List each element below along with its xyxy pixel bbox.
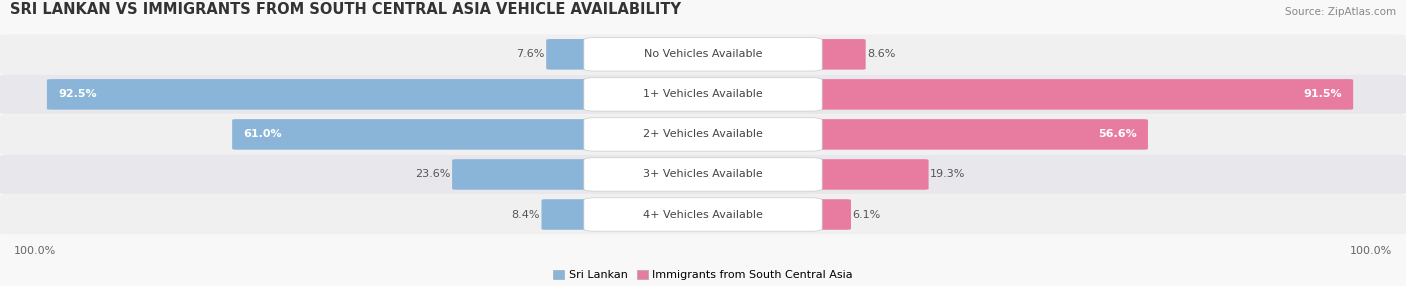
Text: 91.5%: 91.5% (1303, 90, 1341, 99)
FancyBboxPatch shape (583, 158, 823, 191)
Text: 4+ Vehicles Available: 4+ Vehicles Available (643, 210, 763, 219)
FancyBboxPatch shape (807, 39, 866, 69)
FancyBboxPatch shape (453, 159, 599, 190)
Text: 19.3%: 19.3% (929, 170, 966, 179)
Text: Source: ZipAtlas.com: Source: ZipAtlas.com (1285, 7, 1396, 17)
Text: 3+ Vehicles Available: 3+ Vehicles Available (643, 170, 763, 179)
FancyBboxPatch shape (0, 155, 1406, 194)
Text: 8.6%: 8.6% (868, 49, 896, 59)
Text: 100.0%: 100.0% (14, 246, 56, 256)
Text: 6.1%: 6.1% (852, 210, 880, 219)
Text: 8.4%: 8.4% (512, 210, 540, 219)
Text: 1+ Vehicles Available: 1+ Vehicles Available (643, 90, 763, 99)
FancyBboxPatch shape (541, 199, 599, 230)
Legend: Sri Lankan, Immigrants from South Central Asia: Sri Lankan, Immigrants from South Centra… (553, 270, 853, 281)
FancyBboxPatch shape (46, 79, 599, 110)
FancyBboxPatch shape (807, 159, 928, 190)
FancyBboxPatch shape (807, 119, 1147, 150)
Text: No Vehicles Available: No Vehicles Available (644, 49, 762, 59)
Text: SRI LANKAN VS IMMIGRANTS FROM SOUTH CENTRAL ASIA VEHICLE AVAILABILITY: SRI LANKAN VS IMMIGRANTS FROM SOUTH CENT… (10, 2, 681, 17)
FancyBboxPatch shape (0, 115, 1406, 154)
Text: 61.0%: 61.0% (243, 130, 283, 139)
FancyBboxPatch shape (583, 198, 823, 231)
FancyBboxPatch shape (0, 75, 1406, 114)
FancyBboxPatch shape (0, 195, 1406, 234)
Text: 100.0%: 100.0% (1350, 246, 1392, 256)
FancyBboxPatch shape (0, 35, 1406, 74)
Text: 23.6%: 23.6% (415, 170, 451, 179)
FancyBboxPatch shape (546, 39, 599, 69)
FancyBboxPatch shape (583, 38, 823, 71)
Text: 7.6%: 7.6% (516, 49, 544, 59)
FancyBboxPatch shape (232, 119, 599, 150)
Text: 2+ Vehicles Available: 2+ Vehicles Available (643, 130, 763, 139)
FancyBboxPatch shape (807, 79, 1353, 110)
FancyBboxPatch shape (583, 118, 823, 151)
FancyBboxPatch shape (807, 199, 851, 230)
FancyBboxPatch shape (583, 78, 823, 111)
Text: 92.5%: 92.5% (58, 90, 97, 99)
Text: 56.6%: 56.6% (1098, 130, 1136, 139)
